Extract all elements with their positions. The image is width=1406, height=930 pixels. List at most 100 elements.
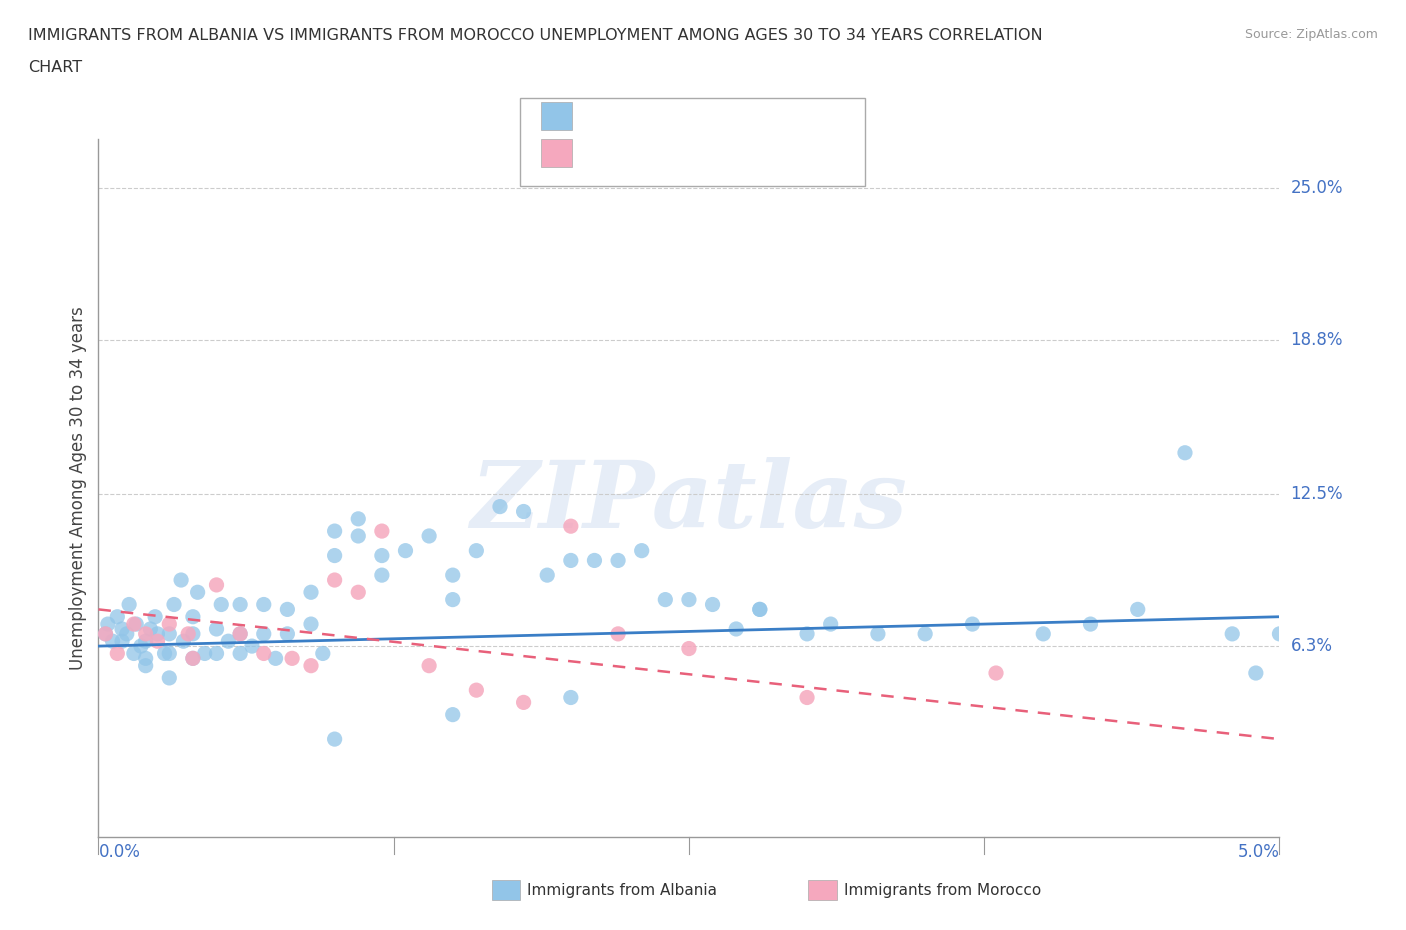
Point (299, 585, 322, 600)
Point (229, 597, 252, 612)
Point (560, 690, 582, 705)
Point (217, 633, 239, 648)
Text: R =: R = (583, 107, 620, 125)
Y-axis label: Unemployment Among Ages 30 to 34 years: Unemployment Among Ages 30 to 34 years (69, 306, 87, 671)
Point (135, 658, 157, 673)
Point (607, 553, 630, 568)
Point (135, 627, 157, 642)
Point (323, 573, 346, 588)
Point (1268, 627, 1291, 642)
Point (276, 627, 298, 642)
Text: -0.273: -0.273 (619, 144, 672, 162)
Point (796, 690, 818, 705)
Point (181, 627, 204, 642)
Point (143, 609, 166, 624)
Point (1174, 445, 1197, 460)
Point (371, 524, 394, 538)
Text: IMMIGRANTS FROM ALBANIA VS IMMIGRANTS FROM MOROCCO UNEMPLOYMENT AMONG AGES 30 TO: IMMIGRANTS FROM ALBANIA VS IMMIGRANTS FR… (28, 28, 1043, 43)
Text: N =: N = (675, 144, 711, 162)
Point (1080, 617, 1102, 631)
Point (654, 592, 676, 607)
Point (512, 504, 534, 519)
Point (347, 585, 370, 600)
Point (630, 543, 652, 558)
Point (135, 633, 157, 648)
Point (312, 646, 335, 661)
Text: 0.0%: 0.0% (98, 843, 141, 860)
Point (441, 567, 464, 582)
Text: 12.5%: 12.5% (1291, 485, 1343, 503)
Point (796, 627, 818, 642)
Point (465, 543, 488, 558)
Point (962, 617, 984, 631)
Point (281, 651, 304, 666)
Point (153, 646, 176, 661)
Point (253, 597, 276, 612)
Point (229, 646, 252, 661)
Point (170, 573, 193, 588)
Point (560, 519, 582, 534)
Point (678, 641, 700, 656)
Point (323, 524, 346, 538)
Text: 84: 84 (703, 107, 724, 125)
Point (97, 617, 120, 631)
Text: ZIPatlas: ZIPatlas (471, 458, 907, 547)
Point (394, 543, 416, 558)
Point (146, 627, 169, 642)
Text: R =: R = (583, 144, 620, 162)
Point (181, 609, 204, 624)
Text: N =: N = (675, 107, 711, 125)
Point (323, 732, 346, 747)
Point (1032, 627, 1054, 642)
Point (725, 621, 748, 636)
Point (323, 548, 346, 563)
Text: 18.8%: 18.8% (1291, 331, 1343, 349)
Point (125, 617, 148, 631)
Text: Immigrants from Albania: Immigrants from Albania (527, 883, 717, 897)
Point (118, 597, 141, 612)
Point (866, 627, 889, 642)
Text: 6.3%: 6.3% (1291, 637, 1333, 655)
Point (583, 553, 606, 568)
Point (209, 597, 232, 612)
Point (146, 633, 169, 648)
Point (135, 651, 157, 666)
Point (105, 609, 128, 624)
Point (418, 658, 440, 673)
Point (111, 621, 134, 636)
Text: R = -0.273   N = 24: R = -0.273 N = 24 (583, 144, 747, 162)
Point (748, 602, 770, 617)
Point (157, 671, 180, 685)
Point (229, 627, 252, 642)
Point (240, 639, 263, 654)
Point (163, 597, 186, 612)
Point (560, 553, 582, 568)
Point (129, 639, 152, 654)
Point (205, 646, 228, 661)
Point (1126, 602, 1149, 617)
Point (441, 707, 464, 722)
Point (607, 627, 630, 642)
Point (678, 592, 700, 607)
Point (122, 617, 145, 631)
Text: CHART: CHART (28, 60, 82, 75)
Point (157, 627, 180, 642)
Text: 5.0%: 5.0% (1237, 843, 1279, 860)
Point (181, 651, 204, 666)
Point (1244, 666, 1267, 681)
Point (111, 633, 134, 648)
Point (299, 658, 322, 673)
Point (441, 592, 464, 607)
Point (115, 627, 138, 642)
Point (105, 646, 128, 661)
Point (139, 621, 162, 636)
Point (157, 617, 180, 631)
Point (914, 627, 936, 642)
Point (536, 567, 558, 582)
Point (512, 695, 534, 710)
Text: 24: 24 (703, 144, 724, 162)
Point (122, 646, 145, 661)
Point (205, 621, 228, 636)
Text: Immigrants from Morocco: Immigrants from Morocco (844, 883, 1040, 897)
Point (820, 617, 842, 631)
